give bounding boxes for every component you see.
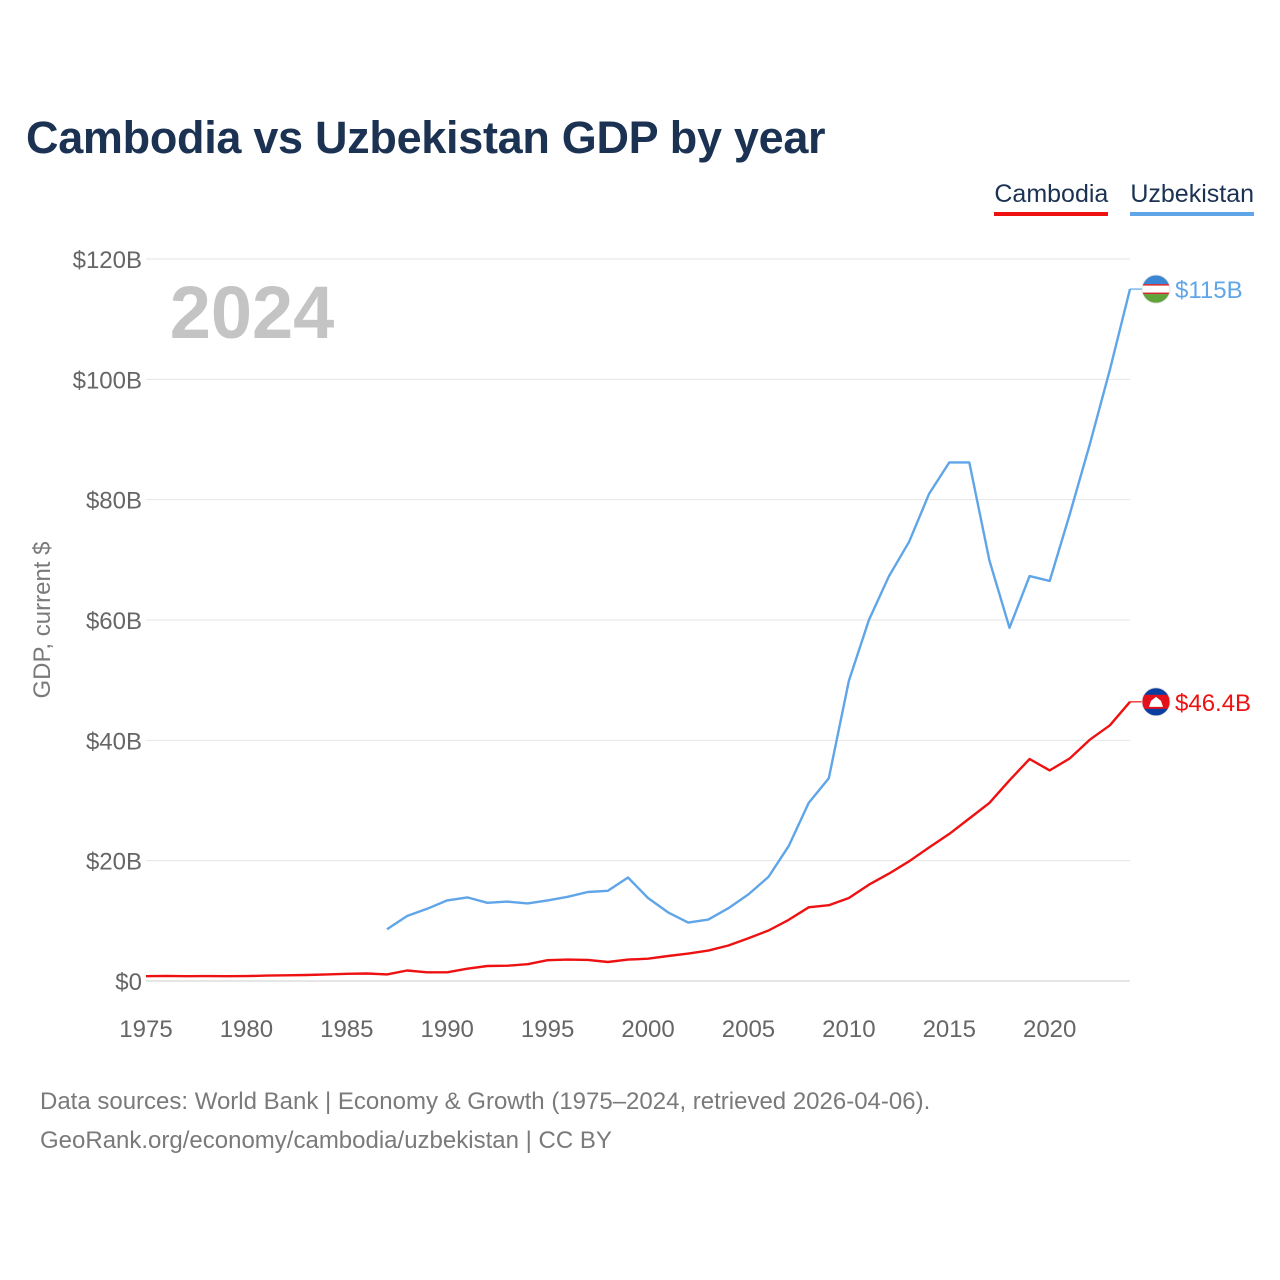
legend-label-uzbekistan: Uzbekistan <box>1130 180 1254 208</box>
y-tick-label: $60B <box>86 608 142 635</box>
x-axis-ticks: 1975 1980 1985 1990 1995 2000 2005 2010 2015 2020 <box>119 1016 1076 1043</box>
legend: Cambodia Uzbekistan <box>994 180 1254 216</box>
legend-label-cambodia: Cambodia <box>994 180 1109 208</box>
series-lines <box>145 288 1132 978</box>
x-tick-label: 2005 <box>722 1016 775 1043</box>
y-tick-label: $20B <box>86 849 142 876</box>
y-tick-label: $100B <box>73 367 142 394</box>
y-axis-label: GDP, current $ <box>29 542 56 699</box>
x-tick-label: 1985 <box>320 1016 373 1043</box>
series-line-cambodia <box>145 701 1131 978</box>
source-line-2: GeoRank.org/economy/cambodia/uzbekistan … <box>40 1127 612 1154</box>
uzbekistan-flag-icon <box>1141 274 1171 304</box>
series-end-labels: $46.4B $115B <box>1130 274 1251 717</box>
x-tick-label: 2010 <box>822 1016 875 1043</box>
x-tick-label: 1975 <box>119 1016 172 1043</box>
end-value-label-uzbekistan: $115B <box>1175 277 1243 304</box>
y-tick-label: $0 <box>115 969 142 996</box>
y-tick-label: $40B <box>86 728 142 755</box>
legend-item-cambodia[interactable]: Cambodia <box>994 180 1109 216</box>
x-tick-label: 2020 <box>1023 1016 1076 1043</box>
y-tick-label: $80B <box>86 488 142 515</box>
year-watermark: 2024 <box>170 271 335 354</box>
x-tick-label: 1990 <box>421 1016 474 1043</box>
legend-item-uzbekistan[interactable]: Uzbekistan <box>1130 180 1254 216</box>
gridlines <box>146 258 1130 982</box>
x-tick-label: 1980 <box>220 1016 273 1043</box>
series-line-uzbekistan <box>386 288 1132 931</box>
x-tick-label: 2015 <box>923 1016 976 1043</box>
y-axis-ticks: $0 $20B $40B $60B $80B $100B $120B <box>73 247 142 996</box>
end-value-label-cambodia: $46.4B <box>1175 690 1251 717</box>
y-tick-label: $120B <box>73 247 142 274</box>
x-tick-label: 2000 <box>621 1016 674 1043</box>
x-tick-label: 1995 <box>521 1016 574 1043</box>
source-note: Data sources: World Bank | Economy & Gro… <box>40 1082 930 1160</box>
source-line-1: Data sources: World Bank | Economy & Gro… <box>40 1088 931 1115</box>
cambodia-flag-icon <box>1141 687 1171 717</box>
chart-title: Cambodia vs Uzbekistan GDP by year <box>26 112 826 163</box>
